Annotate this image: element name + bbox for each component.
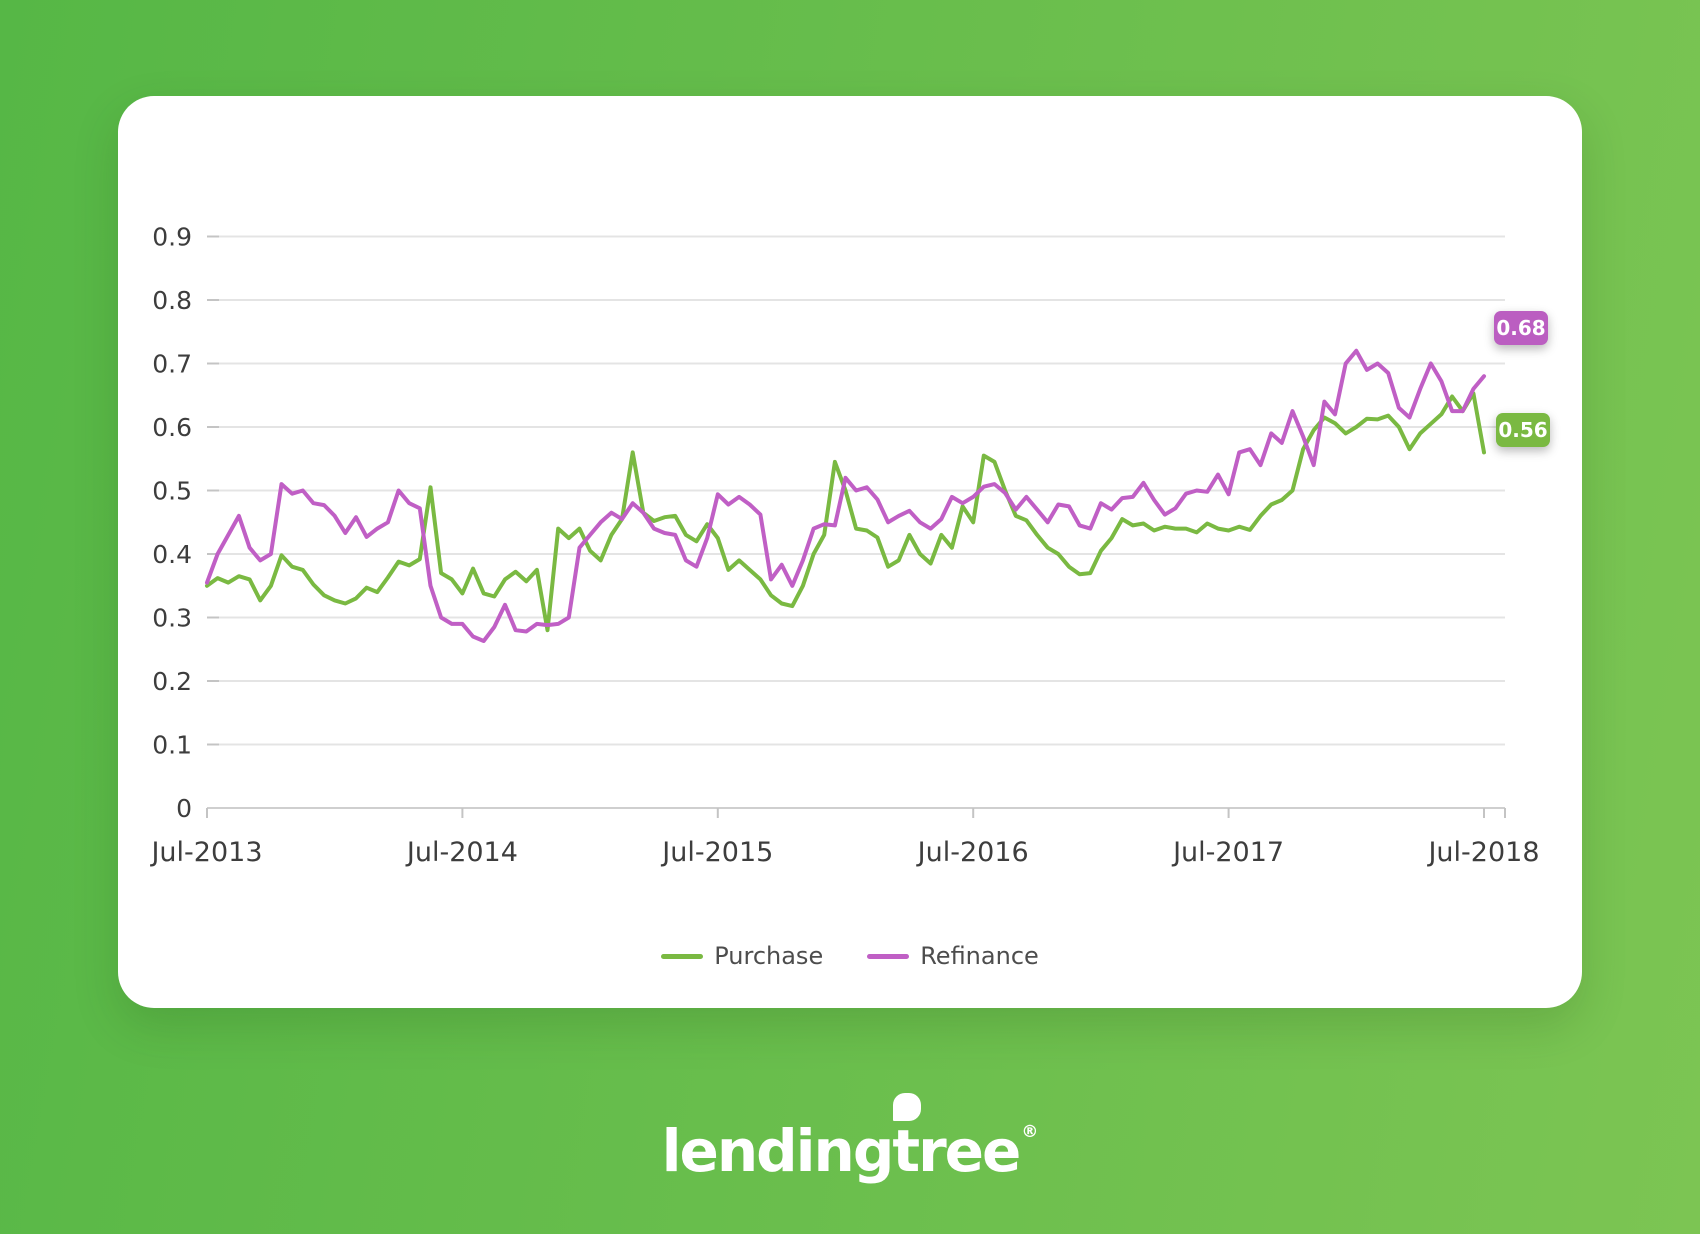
purchase-line-swatch-icon xyxy=(661,953,704,959)
refinance-line xyxy=(205,348,1486,643)
y-axis-label: 0.4 xyxy=(152,540,192,569)
lendingtree-logo: lending t ree ® xyxy=(0,1088,1700,1180)
refinance-end-value: 0.68 xyxy=(1496,316,1546,340)
chart-legend: Purchase Refinance xyxy=(118,942,1582,970)
refinance-line-swatch-icon xyxy=(867,953,910,959)
leaf-icon xyxy=(893,1093,922,1121)
purchase-end-value: 0.56 xyxy=(1498,418,1548,442)
y-axis-label: 0.6 xyxy=(152,413,192,442)
x-axis-label: Jul-2017 xyxy=(1171,837,1284,868)
x-axis-label: Jul-2014 xyxy=(405,837,518,868)
y-axis-label: 0.3 xyxy=(152,604,192,633)
logo-text-lending: lending xyxy=(661,1117,895,1185)
y-axis-label: 0.8 xyxy=(152,286,192,315)
y-axis-label: 0 xyxy=(176,794,192,823)
refinance-end-value-badge: 0.68 xyxy=(1494,311,1548,345)
purchase-end-value-badge: 0.56 xyxy=(1496,413,1550,447)
legend-item-refinance: Refinance xyxy=(867,942,1039,970)
registered-trademark-icon: ® xyxy=(1021,1122,1039,1142)
y-axis-label: 0.7 xyxy=(152,350,192,379)
y-axis-label: 0.1 xyxy=(152,731,192,760)
x-axis-label: Jul-2018 xyxy=(1426,837,1539,868)
legend-label-refinance: Refinance xyxy=(920,942,1039,970)
legend-label-purchase: Purchase xyxy=(714,942,824,970)
logo-text-ree: ree xyxy=(918,1117,1021,1185)
y-axis-label: 0.2 xyxy=(152,667,192,696)
chart-card: 0 0.1 0.2 0.3 0.4 0.5 0.6 0.7 0.8 0.9 Jul-2013 Jul-… xyxy=(118,96,1582,1008)
y-axis-label: 0.9 xyxy=(152,223,192,252)
x-axis-label: Jul-2013 xyxy=(149,837,262,868)
purchase-line xyxy=(205,391,1486,633)
x-axis-label: Jul-2015 xyxy=(660,837,773,868)
logo-letter-t: t xyxy=(892,1093,922,1180)
x-axis-label: Jul-2016 xyxy=(916,837,1029,868)
y-axis-label: 0.5 xyxy=(152,477,192,506)
legend-item-purchase: Purchase xyxy=(661,942,823,970)
line-chart: 0 0.1 0.2 0.3 0.4 0.5 0.6 0.7 0.8 0.9 Jul-2013 Jul-… xyxy=(149,223,1539,869)
